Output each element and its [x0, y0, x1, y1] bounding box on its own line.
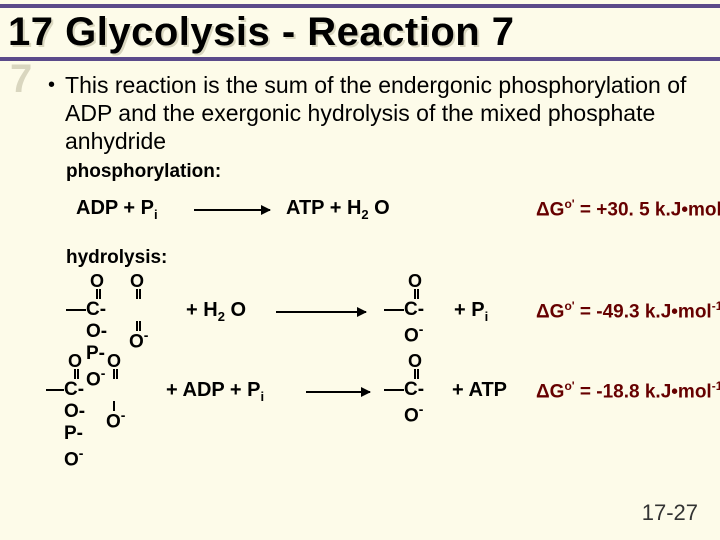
eq2-h2o: + H2 O: [186, 299, 246, 324]
equation-2: O O C-O-P-O- .eq-area2 .mol-group .dbl:n…: [66, 275, 696, 347]
eq3-mid: + ADP + Pi: [166, 379, 264, 404]
label-hydrolysis: hydrolysis:: [66, 247, 696, 269]
eq2-arrow: [276, 311, 366, 313]
eq1-lhs: ADP + Pi: [76, 197, 158, 222]
equation-1: ADP + Pi ATP + H2 O ΔGo' = +30. 5 k.J•mo…: [76, 189, 696, 237]
label-phosphorylation: phosphorylation:: [66, 161, 696, 183]
title-text: 17 Glycolysis - Reaction 7: [8, 10, 515, 54]
eq1-rhs: ATP + H2 O: [286, 197, 390, 222]
page-number: 17-27: [642, 500, 698, 526]
eq2-pi: + Pi: [454, 299, 488, 324]
equation-3: O O C-O-P-O- O- + ADP + Pi O C-O- + ATP: [50, 355, 696, 427]
top-rule: [0, 0, 720, 8]
eq3-delta-g: ΔGo' = -18.8 k.J•mol-1: [536, 379, 720, 403]
eq3-arrow: [306, 391, 370, 393]
eq3-rhs-text: + ATP: [452, 379, 507, 402]
eq1-arrow: [194, 209, 270, 211]
eq1-delta-g: ΔGo' = +30. 5 k.J•mol-1: [536, 197, 720, 221]
slide-title: 17 Glycolysis - Reaction 7 17 Glycolysis…: [0, 8, 720, 61]
eq2-delta-g: ΔGo' = -49.3 k.J•mol-1: [536, 299, 720, 323]
content-area: • This reaction is the sum of the enderg…: [0, 61, 720, 427]
